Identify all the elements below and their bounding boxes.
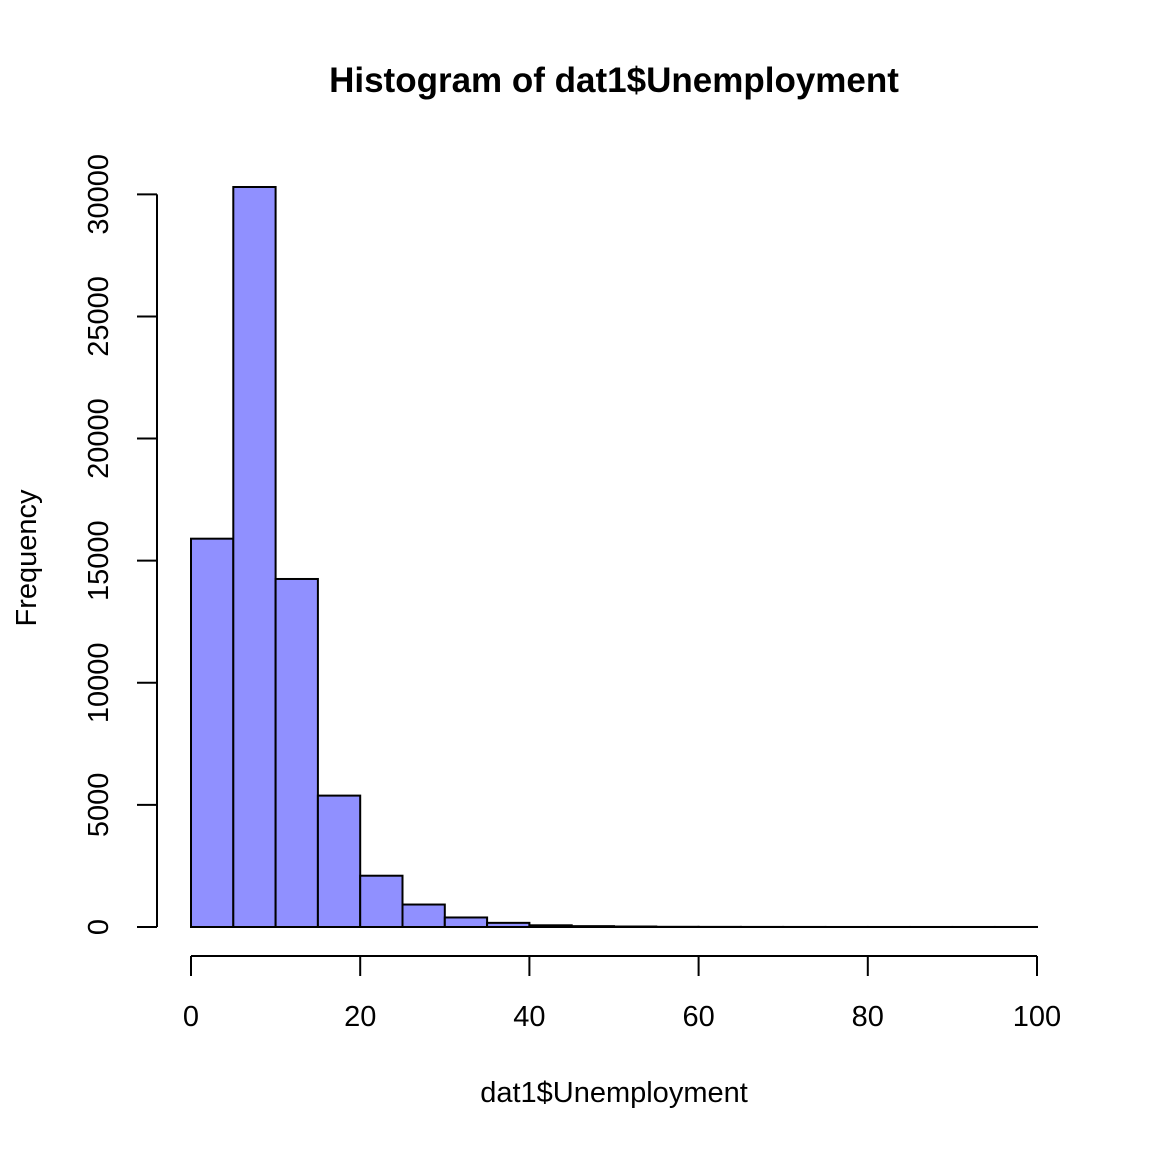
x-axis-label: dat1$Unemployment: [480, 1077, 748, 1109]
bars-group: [190, 186, 1039, 929]
y-axis-label: Frequency: [11, 489, 43, 627]
y-tick-label: 5000: [83, 773, 115, 838]
y-tick-label: 25000: [83, 276, 115, 357]
histogram-bar: [232, 186, 277, 928]
x-tick-label: 80: [852, 1001, 884, 1033]
x-tick-label: 60: [682, 1001, 714, 1033]
histogram-bar: [316, 794, 362, 928]
histogram-bar: [359, 874, 404, 929]
histogram-bar: [274, 577, 319, 929]
y-tick-label: 0: [83, 919, 115, 935]
histogram-bar: [443, 916, 489, 928]
y-tick-label: 10000: [83, 642, 115, 723]
histogram-bar: [190, 537, 235, 928]
x-tick-label: 100: [1013, 1001, 1061, 1033]
x-tick-label: 20: [344, 1001, 376, 1033]
y-tick-label: 30000: [83, 154, 115, 235]
histogram-bar: [401, 903, 446, 929]
histogram-bar: [486, 921, 531, 929]
histogram-bar: [570, 925, 616, 928]
chart-title: Histogram of dat1$Unemployment: [329, 61, 899, 100]
y-tick-label: 15000: [83, 520, 115, 601]
x-tick-label: 0: [183, 1001, 199, 1033]
x-axis: 0 20 40 60 80 100: [183, 955, 1061, 1033]
y-tick-label: 20000: [83, 398, 115, 479]
histogram-bar: [528, 924, 573, 928]
x-tick-label: 40: [513, 1001, 545, 1033]
y-axis: 0 5000 10000 15000 20000 25000 30000: [83, 154, 158, 935]
